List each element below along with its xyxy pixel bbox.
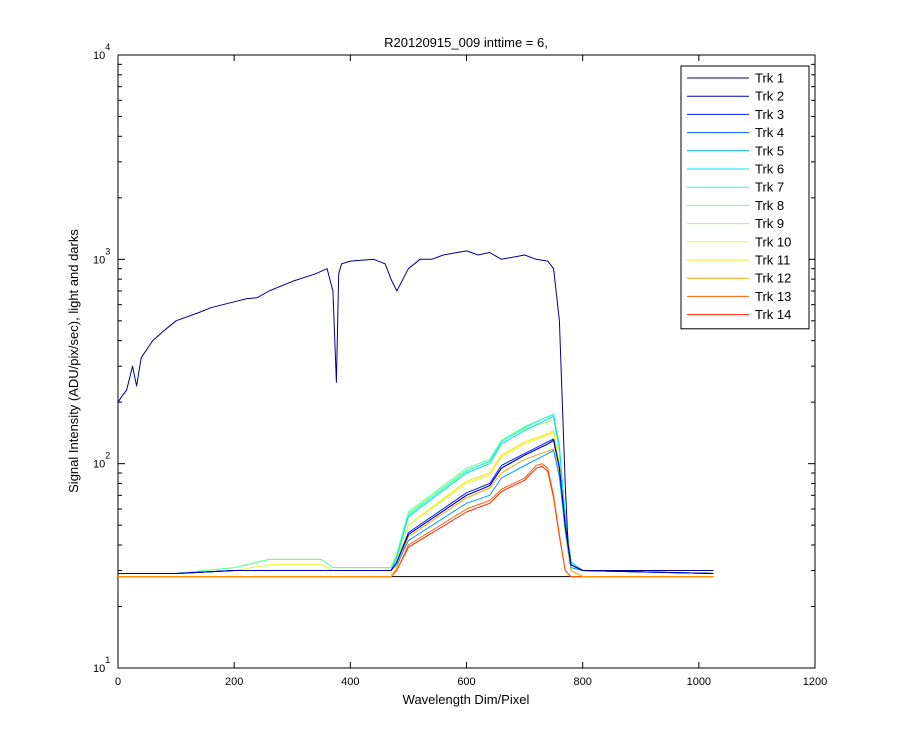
legend-label-trk-4: Trk 4 xyxy=(755,125,784,140)
legend-label-trk-13: Trk 13 xyxy=(755,289,791,304)
legend-label-trk-8: Trk 8 xyxy=(755,198,784,213)
series-line-trk-1 xyxy=(117,250,714,571)
legend: Trk 1 Trk 2 Trk 3 Trk 4 Trk 5 Trk 6 Trk 7 Trk 8… xyxy=(680,65,810,330)
x-tick-label: 400 xyxy=(341,676,359,688)
legend-box xyxy=(680,65,810,330)
x-tick-label: 1000 xyxy=(687,676,711,688)
legend-label-trk-2: Trk 2 xyxy=(755,89,784,104)
x-tick-label: 200 xyxy=(225,676,243,688)
legend-label-trk-10: Trk 10 xyxy=(755,234,791,249)
y-axis-label: Signal Intensity (ADU/pix/sec), light an… xyxy=(66,229,81,493)
legend-label-trk-12: Trk 12 xyxy=(755,271,791,286)
legend-label-trk-6: Trk 6 xyxy=(755,162,784,177)
series-line-trk-2 xyxy=(118,439,714,574)
legend-label-trk-5: Trk 5 xyxy=(755,143,784,158)
x-tick-label: 600 xyxy=(457,676,475,688)
legend-label-trk-14: Trk 14 xyxy=(755,307,791,322)
series-line-trk-12 xyxy=(118,448,714,578)
x-axis-label: Wavelength Dim/Pixel xyxy=(403,692,530,707)
data-layer xyxy=(117,250,714,578)
chart-title: R20120915_009 inttime = 6, xyxy=(384,35,548,50)
legend-label-trk-3: Trk 3 xyxy=(755,107,784,122)
legend-label-trk-7: Trk 7 xyxy=(755,180,784,195)
x-tick-label: 0 xyxy=(115,676,121,688)
legend-label-trk-1: Trk 1 xyxy=(755,71,784,86)
legend-label-trk-11: Trk 11 xyxy=(755,253,790,268)
x-tick-label: 1200 xyxy=(803,676,827,688)
legend-label-trk-9: Trk 9 xyxy=(755,216,784,231)
x-tick-label: 800 xyxy=(573,676,591,688)
